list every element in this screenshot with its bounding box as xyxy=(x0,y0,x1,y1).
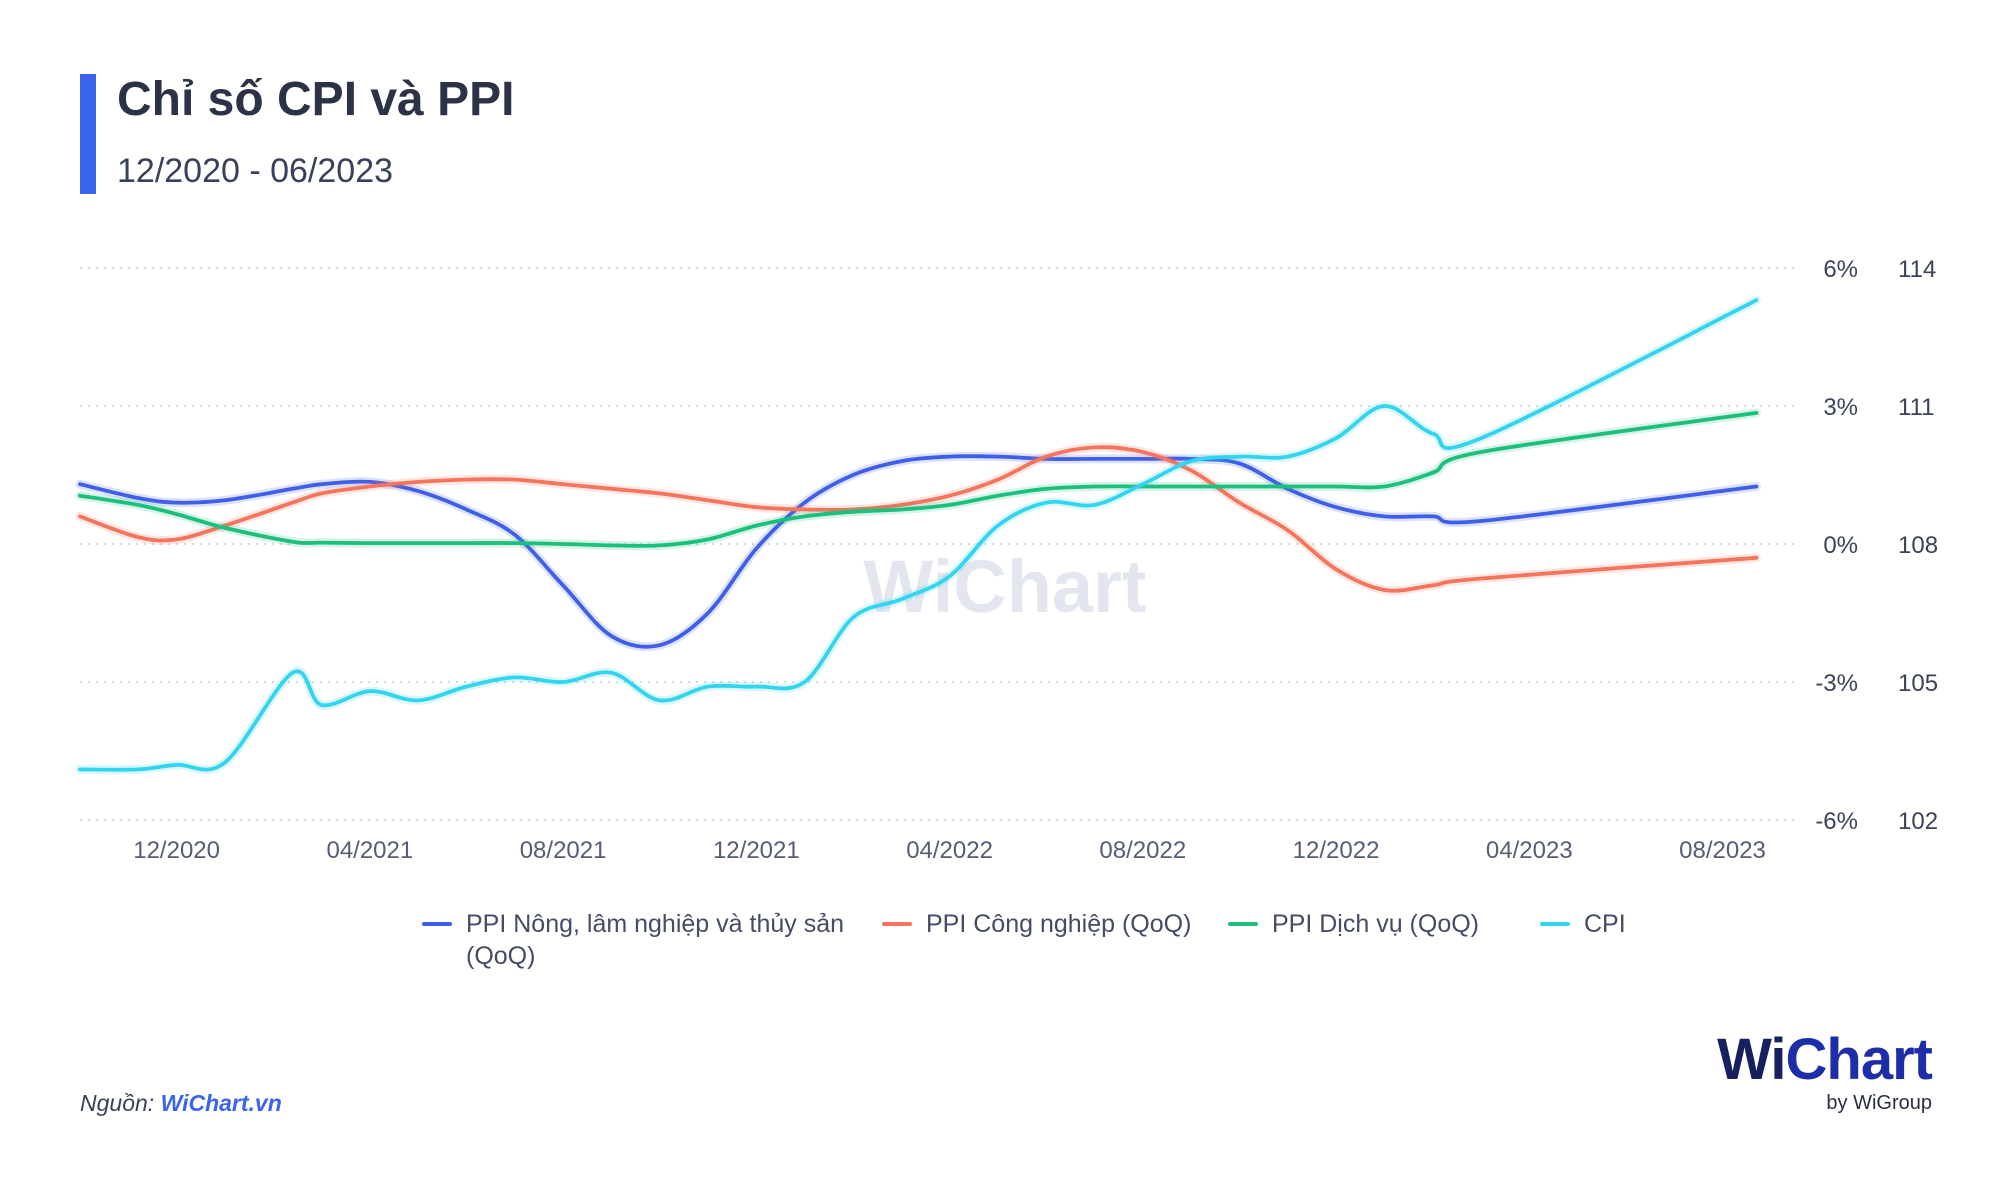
chart-title: Chỉ số CPI và PPI xyxy=(117,73,515,126)
legend-swatch xyxy=(422,922,452,926)
y-tick-right: 114 xyxy=(1898,256,1936,283)
y-tick-left: 3% xyxy=(1823,394,1858,421)
x-tick-label: 12/2022 xyxy=(1293,837,1380,864)
legend-swatch xyxy=(882,922,912,926)
x-axis-ticks: 12/2020 04/2021 08/2021 12/2021 04/2022 08/20… xyxy=(133,837,1766,864)
brand-logo: WiChart by WiGroup xyxy=(1717,1027,1933,1115)
x-tick-label: 12/2021 xyxy=(713,837,800,864)
source-link[interactable]: WiChart.vn xyxy=(160,1090,282,1116)
brand-name-prefix: Wi xyxy=(1717,1027,1786,1092)
legend-label: PPI Nông, lâm nghiệp và thủy sản (QoQ) xyxy=(466,910,845,970)
legend-item-ppi-service[interactable]: PPI Dịch vụ (QoQ) xyxy=(1228,908,1479,940)
y-tick-left: 6% xyxy=(1823,256,1858,283)
y-tick-right: 111 xyxy=(1898,394,1934,421)
grid-lines xyxy=(80,267,1795,821)
y-tick-right: 105 xyxy=(1898,670,1938,697)
x-tick-label: 04/2021 xyxy=(326,837,413,864)
legend-item-ppi-agriculture[interactable]: PPI Nông, lâm nghiệp và thủy sản (QoQ) xyxy=(422,908,862,972)
y-tick-right: 108 xyxy=(1898,532,1938,559)
legend-label: CPI xyxy=(1584,910,1626,938)
series-line-1 xyxy=(78,445,1759,593)
brand-by: by WiGroup xyxy=(1826,1092,1932,1114)
series-line-3 xyxy=(78,298,1759,772)
legend-item-cpi[interactable]: CPI xyxy=(1540,908,1626,940)
legend-label: PPI Dịch vụ (QoQ) xyxy=(1272,910,1479,938)
y-tick-left: -3% xyxy=(1815,670,1858,697)
series-line-glow-3 xyxy=(75,295,1761,775)
brand-name: WiChart xyxy=(1717,1027,1933,1092)
x-tick-label: 08/2023 xyxy=(1679,837,1766,864)
x-tick-label: 08/2021 xyxy=(520,837,607,864)
source-label: Nguồn: xyxy=(80,1090,155,1116)
series-lines xyxy=(75,295,1761,775)
series-line-2 xyxy=(78,411,1759,548)
y-tick-left: 0% xyxy=(1823,532,1858,559)
legend: PPI Nông, lâm nghiệp và thủy sản (QoQ) P… xyxy=(422,908,1722,978)
legend-swatch xyxy=(1540,922,1570,926)
brand-name-suffix: Chart xyxy=(1785,1027,1933,1092)
legend-item-ppi-industry[interactable]: PPI Công nghiệp (QoQ) xyxy=(882,908,1191,940)
chart-subtitle: 12/2020 - 06/2023 xyxy=(117,152,394,190)
source-note: Nguồn: WiChart.vn xyxy=(80,1090,282,1117)
x-tick-label: 04/2022 xyxy=(906,837,993,864)
y-axis-right-ticks: 114 111 108 105 102 xyxy=(1898,256,1938,835)
x-tick-label: 08/2022 xyxy=(1099,837,1186,864)
x-tick-label: 04/2023 xyxy=(1486,837,1573,864)
y-tick-left: -6% xyxy=(1815,808,1858,835)
watermark-text: WiChart xyxy=(864,545,1147,628)
title-accent-bar xyxy=(80,74,96,194)
series-line-0 xyxy=(78,454,1759,649)
y-tick-right: 102 xyxy=(1898,808,1938,835)
legend-swatch xyxy=(1228,922,1258,926)
legend-label: PPI Công nghiệp (QoQ) xyxy=(926,910,1192,938)
x-tick-label: 12/2020 xyxy=(133,837,220,864)
y-axis-left-ticks: 6% 3% 0% -3% -6% xyxy=(1815,256,1858,835)
